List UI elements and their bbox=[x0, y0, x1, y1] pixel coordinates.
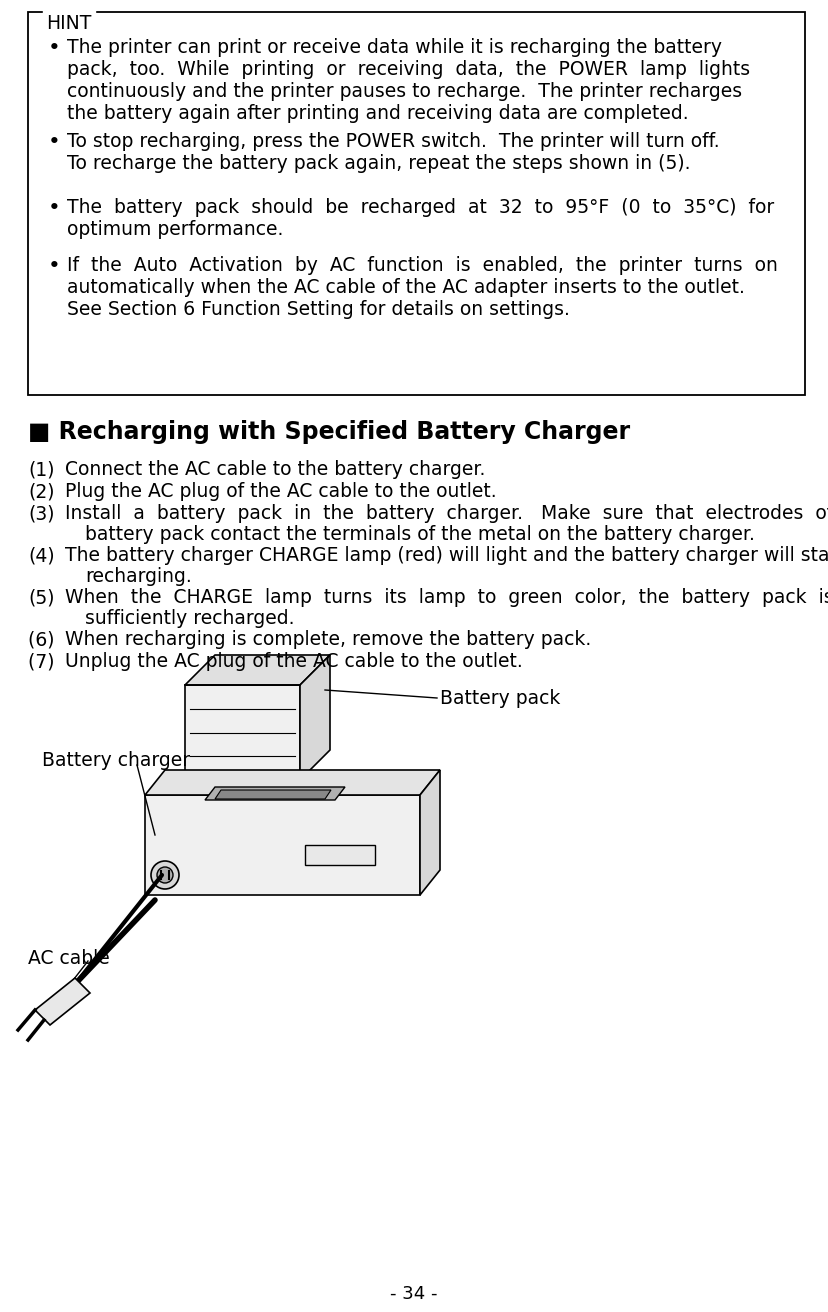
Polygon shape bbox=[214, 790, 330, 799]
Text: The battery charger CHARGE lamp (red) will light and the battery charger will st: The battery charger CHARGE lamp (red) wi… bbox=[65, 546, 828, 565]
Polygon shape bbox=[185, 685, 300, 781]
Text: (7): (7) bbox=[28, 652, 60, 670]
Text: pack,  too.  While  printing  or  receiving  data,  the  POWER  lamp  lights: pack, too. While printing or receiving d… bbox=[67, 60, 749, 79]
Text: To stop recharging, press the POWER switch.  The printer will turn off.: To stop recharging, press the POWER swit… bbox=[67, 133, 719, 151]
Text: •: • bbox=[48, 198, 60, 218]
Text: •: • bbox=[48, 133, 60, 152]
Text: (4): (4) bbox=[28, 546, 55, 565]
Text: HINT: HINT bbox=[46, 14, 91, 33]
Text: continuously and the printer pauses to recharge.  The printer recharges: continuously and the printer pauses to r… bbox=[67, 81, 741, 101]
Text: When recharging is complete, remove the battery pack.: When recharging is complete, remove the … bbox=[65, 630, 590, 649]
Text: See Section 6 Function Setting for details on settings.: See Section 6 Function Setting for detai… bbox=[67, 300, 569, 319]
Polygon shape bbox=[185, 655, 330, 685]
Bar bbox=[43, 8, 95, 14]
Text: Battery charger: Battery charger bbox=[42, 750, 190, 770]
Text: Unplug the AC plug of the AC cable to the outlet.: Unplug the AC plug of the AC cable to th… bbox=[65, 652, 522, 670]
Text: battery pack contact the terminals of the metal on the battery charger.: battery pack contact the terminals of th… bbox=[85, 525, 754, 544]
Text: The  battery  pack  should  be  recharged  at  32  to  95°F  (0  to  35°C)  for: The battery pack should be recharged at … bbox=[67, 198, 773, 216]
Text: Battery pack: Battery pack bbox=[440, 689, 560, 707]
Bar bbox=[227, 781, 257, 792]
Text: The printer can print or receive data while it is recharging the battery: The printer can print or receive data wh… bbox=[67, 38, 721, 56]
Polygon shape bbox=[205, 787, 344, 800]
Text: (1): (1) bbox=[28, 461, 55, 479]
Text: Connect the AC cable to the battery charger.: Connect the AC cable to the battery char… bbox=[65, 461, 484, 479]
Polygon shape bbox=[420, 770, 440, 895]
Circle shape bbox=[156, 867, 173, 883]
Text: the battery again after printing and receiving data are completed.: the battery again after printing and rec… bbox=[67, 104, 688, 123]
Polygon shape bbox=[145, 770, 440, 795]
Text: •: • bbox=[48, 38, 60, 58]
Text: Plug the AC plug of the AC cable to the outlet.: Plug the AC plug of the AC cable to the … bbox=[65, 482, 496, 501]
Text: When  the  CHARGE  lamp  turns  its  lamp  to  green  color,  the  battery  pack: When the CHARGE lamp turns its lamp to g… bbox=[65, 588, 828, 607]
Text: (5): (5) bbox=[28, 588, 55, 607]
Text: To recharge the battery pack again, repeat the steps shown in (5).: To recharge the battery pack again, repe… bbox=[67, 154, 690, 173]
Text: recharging.: recharging. bbox=[85, 567, 191, 586]
Circle shape bbox=[151, 861, 179, 890]
Polygon shape bbox=[145, 795, 420, 895]
Text: •: • bbox=[48, 256, 60, 276]
Text: ■ Recharging with Specified Battery Charger: ■ Recharging with Specified Battery Char… bbox=[28, 420, 629, 443]
Polygon shape bbox=[35, 977, 90, 1025]
Text: AC cable: AC cable bbox=[28, 949, 109, 967]
Text: If  the  Auto  Activation  by  AC  function  is  enabled,  the  printer  turns  : If the Auto Activation by AC function is… bbox=[67, 256, 777, 276]
Text: optimum performance.: optimum performance. bbox=[67, 220, 283, 239]
Text: automatically when the AC cable of the AC adapter inserts to the outlet.: automatically when the AC cable of the A… bbox=[67, 278, 744, 297]
Text: (2): (2) bbox=[28, 482, 55, 501]
Text: (6): (6) bbox=[28, 630, 60, 649]
Polygon shape bbox=[300, 655, 330, 781]
Text: (3): (3) bbox=[28, 504, 55, 523]
Bar bbox=[28, 12, 804, 395]
Bar bbox=[305, 845, 374, 865]
Text: sufficiently recharged.: sufficiently recharged. bbox=[85, 609, 294, 628]
Text: - 34 -: - 34 - bbox=[390, 1284, 437, 1303]
Text: Install  a  battery  pack  in  the  battery  charger.   Make  sure  that  electr: Install a battery pack in the battery ch… bbox=[65, 504, 828, 523]
